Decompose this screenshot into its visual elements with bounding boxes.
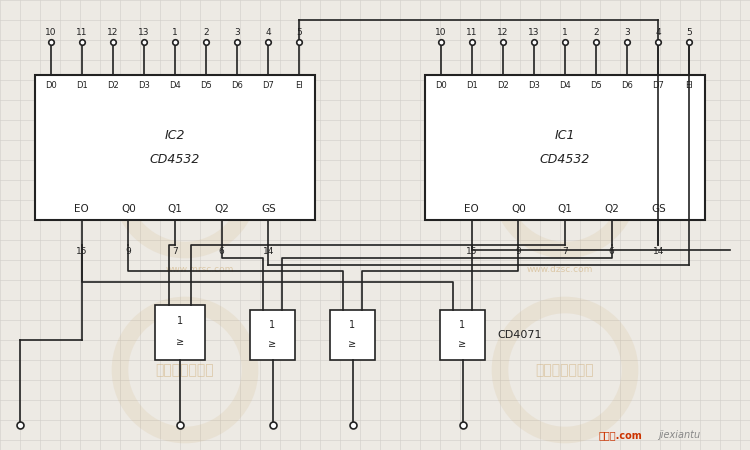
Text: Q2: Q2	[214, 204, 229, 214]
Text: 14: 14	[652, 247, 664, 256]
Text: Q1: Q1	[167, 204, 182, 214]
Text: IC2: IC2	[165, 130, 185, 142]
Text: 12: 12	[497, 28, 508, 37]
Text: 维库电子市场网: 维库电子市场网	[156, 363, 214, 377]
Text: 6: 6	[609, 247, 614, 256]
Text: 10: 10	[435, 28, 446, 37]
Text: EI: EI	[686, 81, 693, 90]
Bar	[330, 310, 375, 360]
Text: 15: 15	[466, 247, 478, 256]
Text: EO: EO	[464, 204, 479, 214]
Text: 1: 1	[350, 320, 355, 330]
Text: D3: D3	[528, 81, 540, 90]
Text: ≥: ≥	[349, 339, 356, 349]
Bar	[155, 305, 205, 360]
Text: 9: 9	[125, 247, 131, 256]
Text: 2: 2	[203, 28, 209, 37]
Text: jiexiantu: jiexiantu	[658, 430, 700, 440]
Text: ≥: ≥	[176, 338, 184, 347]
Text: Q1: Q1	[557, 204, 572, 214]
Text: D1: D1	[466, 81, 478, 90]
Text: 5: 5	[686, 28, 692, 37]
Text: D7: D7	[652, 81, 664, 90]
Text: 1: 1	[460, 320, 466, 330]
Bar	[35, 75, 315, 220]
Text: 12: 12	[107, 28, 118, 37]
Text: D7: D7	[262, 81, 274, 90]
Text: D5: D5	[590, 81, 602, 90]
Text: ≥: ≥	[268, 339, 277, 349]
Text: GS: GS	[261, 204, 276, 214]
Text: D2: D2	[107, 81, 118, 90]
Text: 1: 1	[172, 28, 178, 37]
Text: D4: D4	[559, 81, 571, 90]
Text: EO: EO	[74, 204, 89, 214]
Text: 4: 4	[266, 28, 272, 37]
Text: D0: D0	[435, 81, 446, 90]
Text: Q0: Q0	[121, 204, 136, 214]
Text: 6: 6	[219, 247, 224, 256]
Text: 13: 13	[528, 28, 540, 37]
Text: 15: 15	[76, 247, 88, 256]
Text: CD4532: CD4532	[540, 153, 590, 166]
Text: CD4071: CD4071	[497, 330, 542, 340]
Text: D1: D1	[76, 81, 88, 90]
Text: D5: D5	[200, 81, 212, 90]
Text: 14: 14	[262, 247, 274, 256]
Text: 13: 13	[138, 28, 150, 37]
Text: 1: 1	[562, 28, 568, 37]
Text: 维库电子市场网: 维库电子市场网	[156, 173, 214, 187]
Text: 9: 9	[515, 247, 521, 256]
Text: 维库电子市场网: 维库电子市场网	[536, 178, 594, 192]
Text: Q0: Q0	[511, 204, 526, 214]
Text: 10: 10	[45, 28, 56, 37]
Text: ≥: ≥	[458, 339, 466, 349]
Text: EI: EI	[296, 81, 303, 90]
Text: 11: 11	[76, 28, 88, 37]
Text: D6: D6	[231, 81, 243, 90]
Text: GS: GS	[651, 204, 666, 214]
Text: www.dzsc.com: www.dzsc.com	[526, 266, 593, 274]
Text: 11: 11	[466, 28, 478, 37]
Text: 5: 5	[296, 28, 302, 37]
Text: IC1: IC1	[555, 130, 575, 142]
Bar	[250, 310, 295, 360]
Text: Q2: Q2	[604, 204, 619, 214]
Text: D4: D4	[170, 81, 181, 90]
Text: D6: D6	[621, 81, 633, 90]
Text: 1: 1	[269, 320, 275, 330]
Text: D2: D2	[497, 81, 508, 90]
Text: CD4532: CD4532	[150, 153, 200, 166]
Text: 3: 3	[624, 28, 630, 37]
Bar	[425, 75, 705, 220]
Text: 7: 7	[172, 247, 178, 256]
Text: D0: D0	[45, 81, 56, 90]
Text: 2: 2	[593, 28, 599, 37]
Bar	[440, 310, 485, 360]
Text: D3: D3	[138, 81, 150, 90]
Text: 1: 1	[177, 316, 183, 327]
Text: www.mrsc.com: www.mrsc.com	[166, 266, 234, 274]
Text: 7: 7	[562, 247, 568, 256]
Text: 4: 4	[656, 28, 662, 37]
Text: 搜线图.com: 搜线图.com	[598, 430, 642, 440]
Text: 3: 3	[234, 28, 240, 37]
Text: 维库电子市场网: 维库电子市场网	[536, 363, 594, 377]
